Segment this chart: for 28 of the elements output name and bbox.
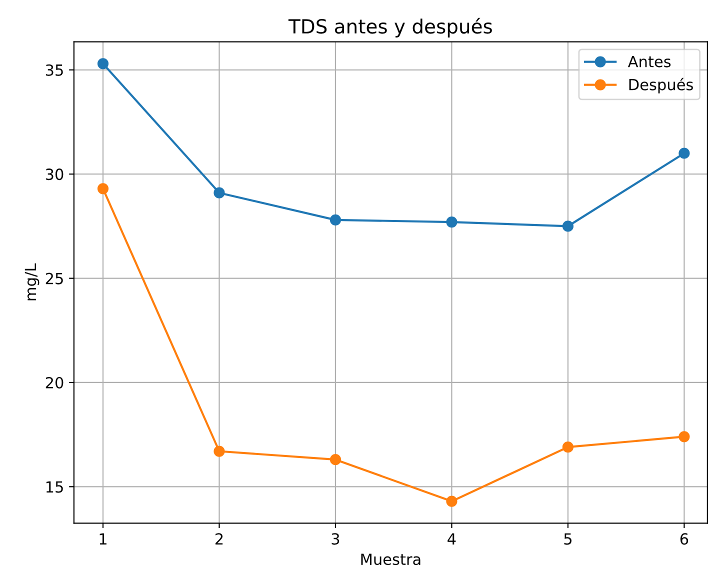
point	[678, 148, 690, 159]
y-tick-label: 20	[46, 376, 64, 389]
point	[678, 431, 690, 442]
y-tick-label: 25	[46, 272, 63, 284]
legend-label: Después	[629, 78, 693, 94]
legend-label: Antes	[628, 56, 671, 68]
point	[330, 214, 342, 226]
point	[214, 446, 225, 457]
x-tick-label: 3	[332, 533, 340, 545]
chart-title: TDS antes y después	[288, 18, 492, 38]
x-axis-title: Muestra	[361, 554, 420, 566]
x-tick-label: 4	[448, 533, 456, 544]
point	[330, 454, 342, 466]
x-tick-label: 2	[216, 533, 223, 544]
point	[97, 58, 109, 70]
point	[446, 216, 458, 228]
y-tick-label: 35	[46, 64, 63, 76]
point	[562, 220, 574, 232]
x-tick-label: 1	[100, 533, 106, 544]
y-tick-label: 15	[46, 481, 63, 493]
x-tick-label: 6	[680, 533, 688, 545]
y-tick-label: 30	[46, 168, 64, 180]
x-tick-label: 5	[564, 533, 572, 545]
point	[97, 183, 109, 194]
point	[562, 442, 574, 453]
point	[446, 496, 458, 507]
y-axis-title: mg/L	[24, 263, 40, 300]
point	[214, 187, 225, 198]
